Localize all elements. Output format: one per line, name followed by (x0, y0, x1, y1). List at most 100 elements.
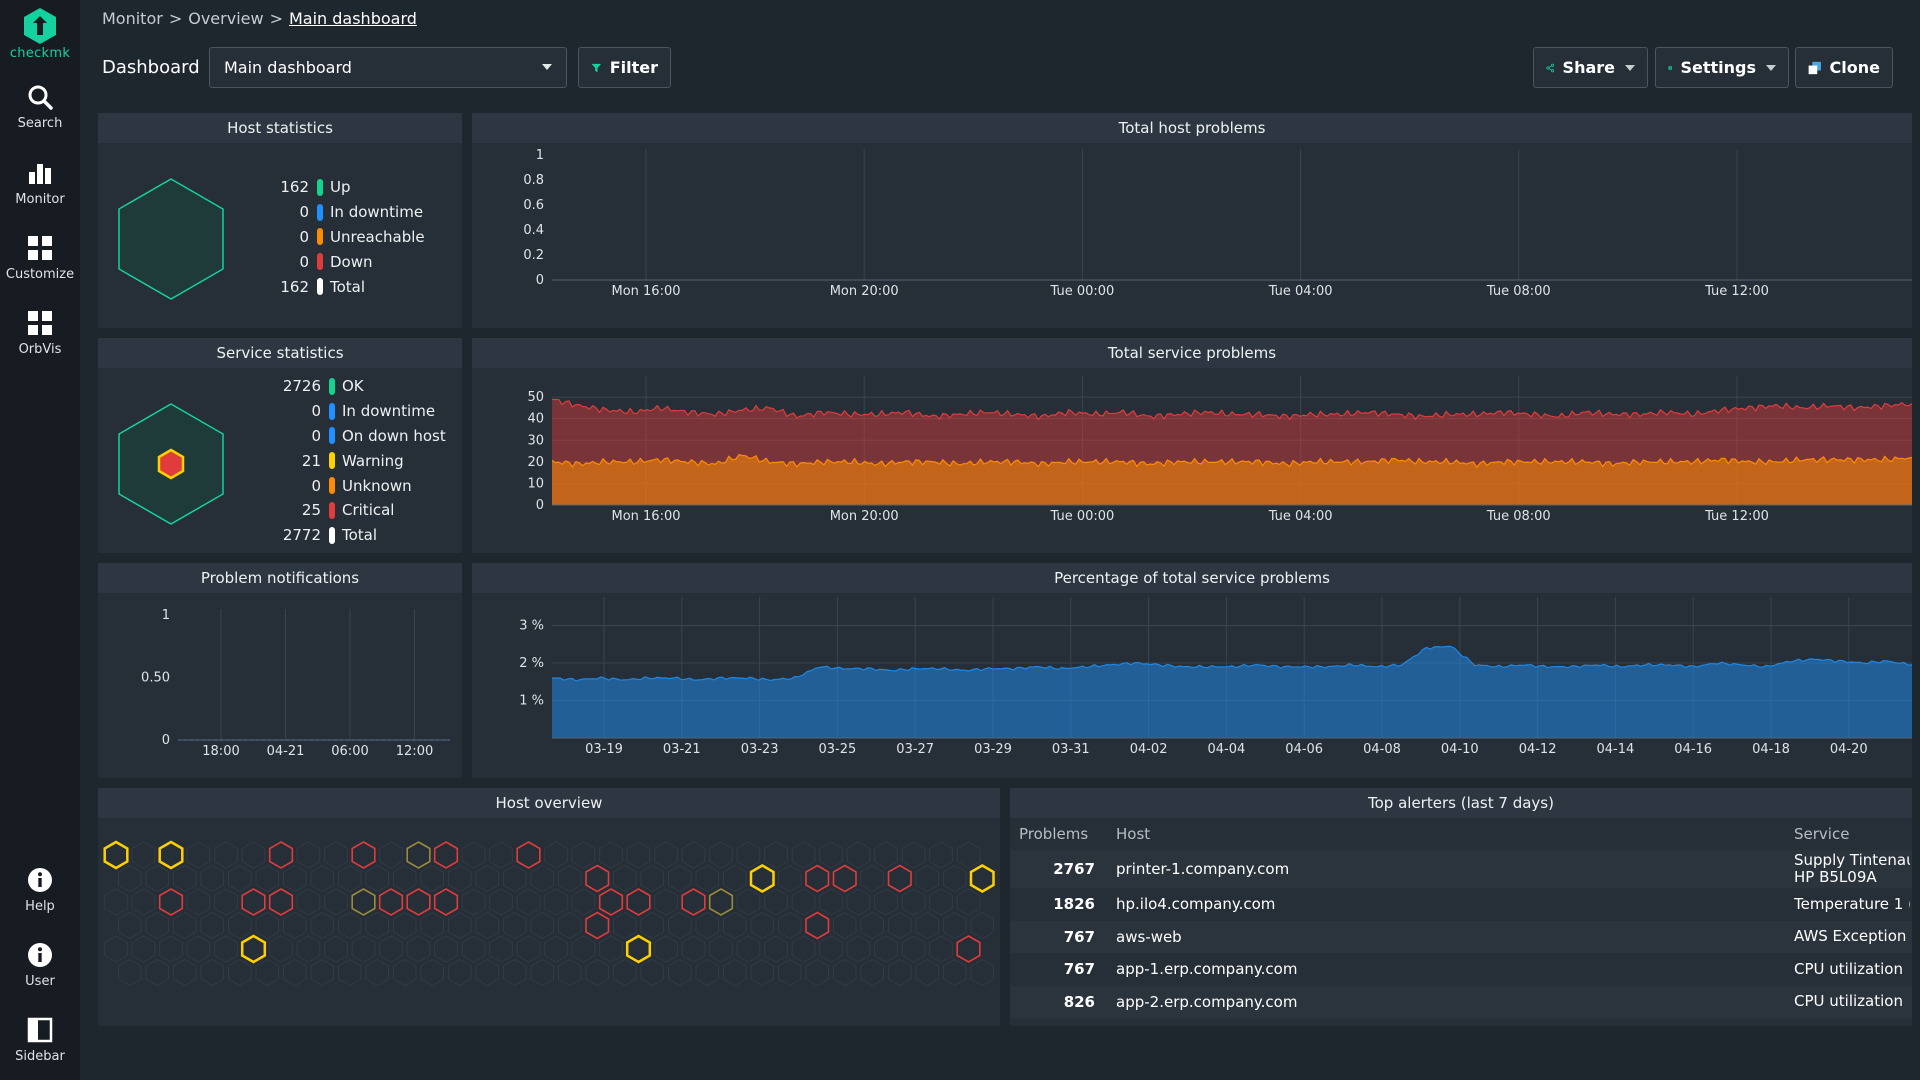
host-hexagon[interactable] (943, 911, 967, 940)
host-hexagon[interactable] (833, 958, 857, 987)
host-hexagon[interactable] (736, 888, 761, 916)
dashboard-select[interactable]: Main dashboard (209, 47, 567, 88)
host-hexagon[interactable] (668, 911, 692, 940)
host-hexagon[interactable] (791, 888, 816, 916)
breadcrumb-main-dashboard[interactable]: Main dashboard (288, 9, 417, 28)
host-hexagon[interactable] (544, 888, 568, 916)
host-hexagon[interactable] (764, 935, 788, 963)
host-hexagon[interactable] (241, 888, 266, 916)
host-stat-row-total[interactable]: 162 Total (276, 274, 425, 299)
host-hexagon[interactable] (846, 888, 871, 916)
host-hexagon[interactable] (585, 958, 609, 987)
host-hexagon[interactable] (723, 864, 747, 893)
column-header-host[interactable]: Host (1116, 825, 1151, 843)
host-hexagon[interactable] (296, 841, 321, 869)
host-hexagon[interactable] (158, 840, 184, 870)
host-hexagon[interactable] (558, 911, 582, 940)
host-hexagon[interactable] (433, 888, 459, 916)
host-hexagon[interactable] (186, 935, 211, 963)
column-header-problems[interactable]: Problems (1019, 825, 1089, 843)
host-hexagon[interactable] (530, 911, 554, 940)
host-hexagon[interactable] (874, 888, 898, 916)
host-hexagon[interactable] (324, 841, 348, 869)
host-hexagon[interactable] (846, 841, 871, 869)
host-hexagon[interactable] (145, 864, 169, 893)
host-hexagon[interactable] (489, 888, 513, 916)
share-button[interactable]: Share (1533, 47, 1648, 88)
host-hexagon[interactable] (571, 935, 596, 963)
host-stat-row-up[interactable]: 162 Up (276, 175, 425, 200)
host-hexagon[interactable] (833, 911, 857, 940)
service-link[interactable]: Temperature 1 ( (1794, 895, 1910, 913)
host-hexagon[interactable] (158, 888, 184, 916)
host-hexagon[interactable] (970, 958, 994, 987)
host-hexagon[interactable] (736, 841, 761, 869)
host-hexagon[interactable] (255, 958, 279, 987)
host-hexagon[interactable] (420, 958, 444, 987)
nav-user[interactable]: User (0, 942, 80, 989)
breadcrumb-overview[interactable]: Overview (188, 9, 264, 28)
host-hexagon[interactable] (228, 958, 252, 987)
host-hexagon[interactable] (832, 864, 857, 893)
host-hexagon[interactable] (625, 934, 652, 964)
host-hexagon[interactable] (901, 841, 926, 869)
host-hexagon[interactable] (104, 935, 128, 963)
table-row[interactable]: 1826 hp.ilo4.company.com Temperature 1 ( (1010, 888, 1912, 921)
nav-sidebar-toggle[interactable]: Sidebar (0, 1017, 80, 1064)
host-hexagon[interactable] (956, 841, 981, 869)
host-hexagon[interactable] (860, 864, 884, 893)
host-hexagon[interactable] (516, 935, 541, 963)
host-hexagon[interactable] (819, 935, 843, 963)
host-hexagon[interactable] (956, 888, 981, 916)
host-hexagon[interactable] (571, 841, 596, 869)
host-hexagon[interactable] (901, 935, 926, 963)
host-hexagon[interactable] (681, 935, 706, 963)
host-hexagon[interactable] (145, 958, 169, 987)
host-hexagon[interactable] (585, 911, 610, 940)
host-hexagon[interactable] (626, 841, 651, 869)
host-hexagon[interactable] (393, 864, 417, 893)
service-stat-row-downtime[interactable]: 0 In downtime (276, 399, 446, 424)
host-hexagon[interactable] (613, 911, 637, 940)
service-stat-row-warning[interactable]: 21 Warning (276, 448, 446, 473)
host-hexagon[interactable] (846, 935, 871, 963)
host-hexagon[interactable] (186, 841, 211, 869)
checkmk-logo[interactable]: checkmk (0, 6, 80, 61)
host-hexagon[interactable] (503, 911, 527, 940)
host-hexagon[interactable] (874, 841, 898, 869)
host-hexagon[interactable] (296, 888, 321, 916)
host-hexagon[interactable] (544, 841, 568, 869)
host-link[interactable]: app-1.erp.company.com (1116, 960, 1298, 979)
table-row[interactable]: 2767 printer-1.company.com Supply Tinten… (1010, 850, 1912, 888)
host-hexagon[interactable] (640, 864, 664, 893)
host-hexagon[interactable] (888, 911, 912, 940)
host-hexagon[interactable] (118, 958, 142, 987)
host-hexagon[interactable] (668, 864, 692, 893)
host-hexagon[interactable] (613, 864, 637, 893)
host-hexagon[interactable] (530, 958, 554, 987)
host-hexagon[interactable] (791, 841, 816, 869)
host-hexagon[interactable] (173, 911, 197, 940)
host-hexagon[interactable] (173, 864, 197, 893)
host-hexagon[interactable] (338, 911, 362, 940)
host-hexagon[interactable] (296, 935, 321, 963)
host-hexagon[interactable] (393, 911, 417, 940)
host-hexagon[interactable] (461, 841, 486, 869)
host-hexagon[interactable] (915, 958, 939, 987)
host-hexagon[interactable] (118, 911, 142, 940)
host-hexagon[interactable] (104, 888, 128, 916)
host-hexagon[interactable] (929, 935, 953, 963)
host-hexagon[interactable] (613, 958, 637, 987)
host-hexagon[interactable] (173, 958, 197, 987)
host-hexagon[interactable] (200, 958, 224, 987)
column-header-service[interactable]: Service (1794, 825, 1850, 843)
service-stat-row-total[interactable]: 2772 Total (276, 523, 446, 548)
host-hexagon[interactable] (805, 958, 829, 987)
host-hexagon[interactable] (558, 958, 582, 987)
host-hexagon[interactable] (489, 841, 513, 869)
host-hexagon[interactable] (310, 864, 334, 893)
host-hexagon[interactable] (338, 958, 362, 987)
host-hexagon[interactable] (723, 911, 747, 940)
host-hexagon[interactable] (489, 935, 513, 963)
host-hexagon[interactable] (544, 935, 568, 963)
